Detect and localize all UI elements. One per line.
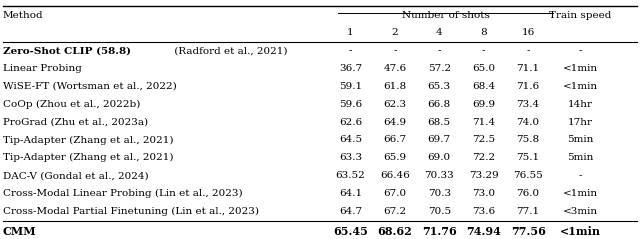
Text: 5min: 5min [567, 153, 593, 162]
Text: 73.29: 73.29 [469, 171, 499, 180]
Text: 65.0: 65.0 [472, 64, 495, 73]
Text: 67.2: 67.2 [383, 207, 406, 216]
Text: 61.8: 61.8 [383, 82, 406, 91]
Text: CoOp (Zhou et al., 2022b): CoOp (Zhou et al., 2022b) [3, 100, 140, 109]
Text: 71.1: 71.1 [516, 64, 540, 73]
Text: 64.1: 64.1 [339, 189, 362, 198]
Text: Linear Probing: Linear Probing [3, 64, 82, 73]
Text: ProGrad (Zhu et al., 2023a): ProGrad (Zhu et al., 2023a) [3, 118, 148, 127]
Text: Cross-Modal Partial Finetuning (Lin et al., 2023): Cross-Modal Partial Finetuning (Lin et a… [3, 207, 259, 216]
Text: 63.3: 63.3 [339, 153, 362, 162]
Text: 8: 8 [481, 28, 487, 38]
Text: 16: 16 [522, 28, 535, 38]
Text: 75.1: 75.1 [516, 153, 540, 162]
Text: -: - [438, 46, 441, 55]
Text: 75.8: 75.8 [516, 136, 540, 145]
Text: 66.7: 66.7 [383, 136, 406, 145]
Text: 73.6: 73.6 [472, 207, 495, 216]
Text: 69.9: 69.9 [472, 100, 495, 109]
Text: Tip-Adapter (Zhang et al., 2021): Tip-Adapter (Zhang et al., 2021) [3, 153, 173, 163]
Text: 64.5: 64.5 [339, 136, 362, 145]
Text: 72.2: 72.2 [472, 153, 495, 162]
Text: 68.5: 68.5 [428, 118, 451, 127]
Text: <1min: <1min [563, 64, 598, 73]
Text: 73.4: 73.4 [516, 100, 540, 109]
Text: 64.9: 64.9 [383, 118, 406, 127]
Text: 71.6: 71.6 [516, 82, 540, 91]
Text: 5min: 5min [567, 136, 593, 145]
Text: 64.7: 64.7 [339, 207, 362, 216]
Text: 76.0: 76.0 [516, 189, 540, 198]
Text: 70.5: 70.5 [428, 207, 451, 216]
Text: 4: 4 [436, 28, 443, 38]
Text: -: - [349, 46, 352, 55]
Text: 73.0: 73.0 [472, 189, 495, 198]
Text: 77.1: 77.1 [516, 207, 540, 216]
Text: 70.3: 70.3 [428, 189, 451, 198]
Text: -: - [579, 46, 582, 55]
Text: 65.45: 65.45 [333, 226, 368, 237]
Text: <1min: <1min [559, 226, 600, 237]
Text: 68.62: 68.62 [378, 226, 412, 237]
Text: 74.0: 74.0 [516, 118, 540, 127]
Text: -: - [526, 46, 530, 55]
Text: Zero-Shot CLIP (58.8): Zero-Shot CLIP (58.8) [3, 46, 131, 55]
Text: 74.94: 74.94 [467, 226, 501, 237]
Text: <1min: <1min [563, 82, 598, 91]
Text: -: - [579, 171, 582, 180]
Text: -: - [482, 46, 485, 55]
Text: -: - [393, 46, 397, 55]
Text: Tip-Adapter (Zhang et al., 2021): Tip-Adapter (Zhang et al., 2021) [3, 136, 173, 145]
Text: 65.3: 65.3 [428, 82, 451, 91]
Text: Train speed: Train speed [549, 11, 611, 21]
Text: 17hr: 17hr [568, 118, 593, 127]
Text: 77.56: 77.56 [511, 226, 545, 237]
Text: 71.76: 71.76 [422, 226, 457, 237]
Text: 70.33: 70.33 [424, 171, 454, 180]
Text: CMM: CMM [3, 226, 36, 237]
Text: 47.6: 47.6 [383, 64, 406, 73]
Text: <3min: <3min [563, 207, 598, 216]
Text: 67.0: 67.0 [383, 189, 406, 198]
Text: DAC-V (Gondal et al., 2024): DAC-V (Gondal et al., 2024) [3, 171, 148, 180]
Text: 2: 2 [392, 28, 398, 38]
Text: Number of shots: Number of shots [402, 11, 490, 21]
Text: 76.55: 76.55 [513, 171, 543, 180]
Text: 57.2: 57.2 [428, 64, 451, 73]
Text: 59.1: 59.1 [339, 82, 362, 91]
Text: 69.0: 69.0 [428, 153, 451, 162]
Text: 1: 1 [347, 28, 354, 38]
Text: 71.4: 71.4 [472, 118, 495, 127]
Text: 14hr: 14hr [568, 100, 593, 109]
Text: 63.52: 63.52 [335, 171, 365, 180]
Text: WiSE-FT (Wortsman et al., 2022): WiSE-FT (Wortsman et al., 2022) [3, 82, 177, 91]
Text: 68.4: 68.4 [472, 82, 495, 91]
Text: 59.6: 59.6 [339, 100, 362, 109]
Text: Method: Method [3, 11, 44, 21]
Text: (Radford et al., 2021): (Radford et al., 2021) [171, 46, 287, 55]
Text: 62.6: 62.6 [339, 118, 362, 127]
Text: 66.8: 66.8 [428, 100, 451, 109]
Text: 66.46: 66.46 [380, 171, 410, 180]
Text: <1min: <1min [563, 189, 598, 198]
Text: 36.7: 36.7 [339, 64, 362, 73]
Text: 62.3: 62.3 [383, 100, 406, 109]
Text: 69.7: 69.7 [428, 136, 451, 145]
Text: Cross-Modal Linear Probing (Lin et al., 2023): Cross-Modal Linear Probing (Lin et al., … [3, 189, 243, 198]
Text: 65.9: 65.9 [383, 153, 406, 162]
Text: 72.5: 72.5 [472, 136, 495, 145]
